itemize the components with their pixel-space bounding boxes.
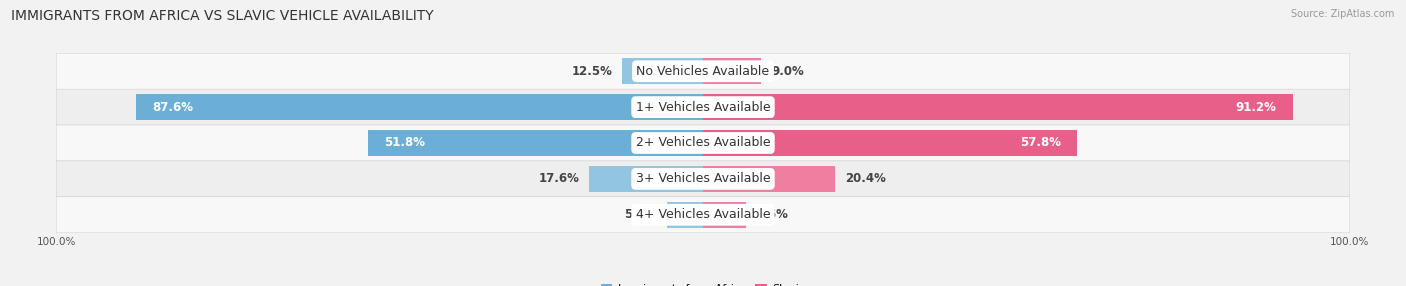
Text: 3+ Vehicles Available: 3+ Vehicles Available [636, 172, 770, 185]
Text: No Vehicles Available: No Vehicles Available [637, 65, 769, 78]
Text: 87.6%: 87.6% [153, 101, 194, 114]
Legend: Immigrants from Africa, Slavic: Immigrants from Africa, Slavic [596, 279, 810, 286]
Bar [368, 130, 703, 156]
Text: IMMIGRANTS FROM AFRICA VS SLAVIC VEHICLE AVAILABILITY: IMMIGRANTS FROM AFRICA VS SLAVIC VEHICLE… [11, 9, 434, 23]
Bar [703, 58, 761, 84]
Bar [703, 166, 835, 192]
Text: 20.4%: 20.4% [845, 172, 886, 185]
FancyBboxPatch shape [56, 197, 1350, 233]
Text: 91.2%: 91.2% [1236, 101, 1277, 114]
Text: Source: ZipAtlas.com: Source: ZipAtlas.com [1291, 9, 1395, 19]
Text: 5.6%: 5.6% [624, 208, 657, 221]
Text: 9.0%: 9.0% [770, 65, 804, 78]
Text: 1+ Vehicles Available: 1+ Vehicles Available [636, 101, 770, 114]
Text: 12.5%: 12.5% [572, 65, 613, 78]
Text: 17.6%: 17.6% [538, 172, 579, 185]
Bar [136, 94, 703, 120]
Text: 51.8%: 51.8% [384, 136, 425, 150]
Bar [703, 130, 1077, 156]
Bar [703, 202, 745, 228]
FancyBboxPatch shape [56, 125, 1350, 161]
Bar [703, 94, 1294, 120]
Text: 4+ Vehicles Available: 4+ Vehicles Available [636, 208, 770, 221]
Bar [666, 202, 703, 228]
Bar [621, 58, 703, 84]
Text: 6.6%: 6.6% [755, 208, 789, 221]
FancyBboxPatch shape [56, 53, 1350, 89]
FancyBboxPatch shape [56, 89, 1350, 125]
Text: 57.8%: 57.8% [1019, 136, 1060, 150]
Text: 2+ Vehicles Available: 2+ Vehicles Available [636, 136, 770, 150]
FancyBboxPatch shape [56, 161, 1350, 197]
Bar [589, 166, 703, 192]
